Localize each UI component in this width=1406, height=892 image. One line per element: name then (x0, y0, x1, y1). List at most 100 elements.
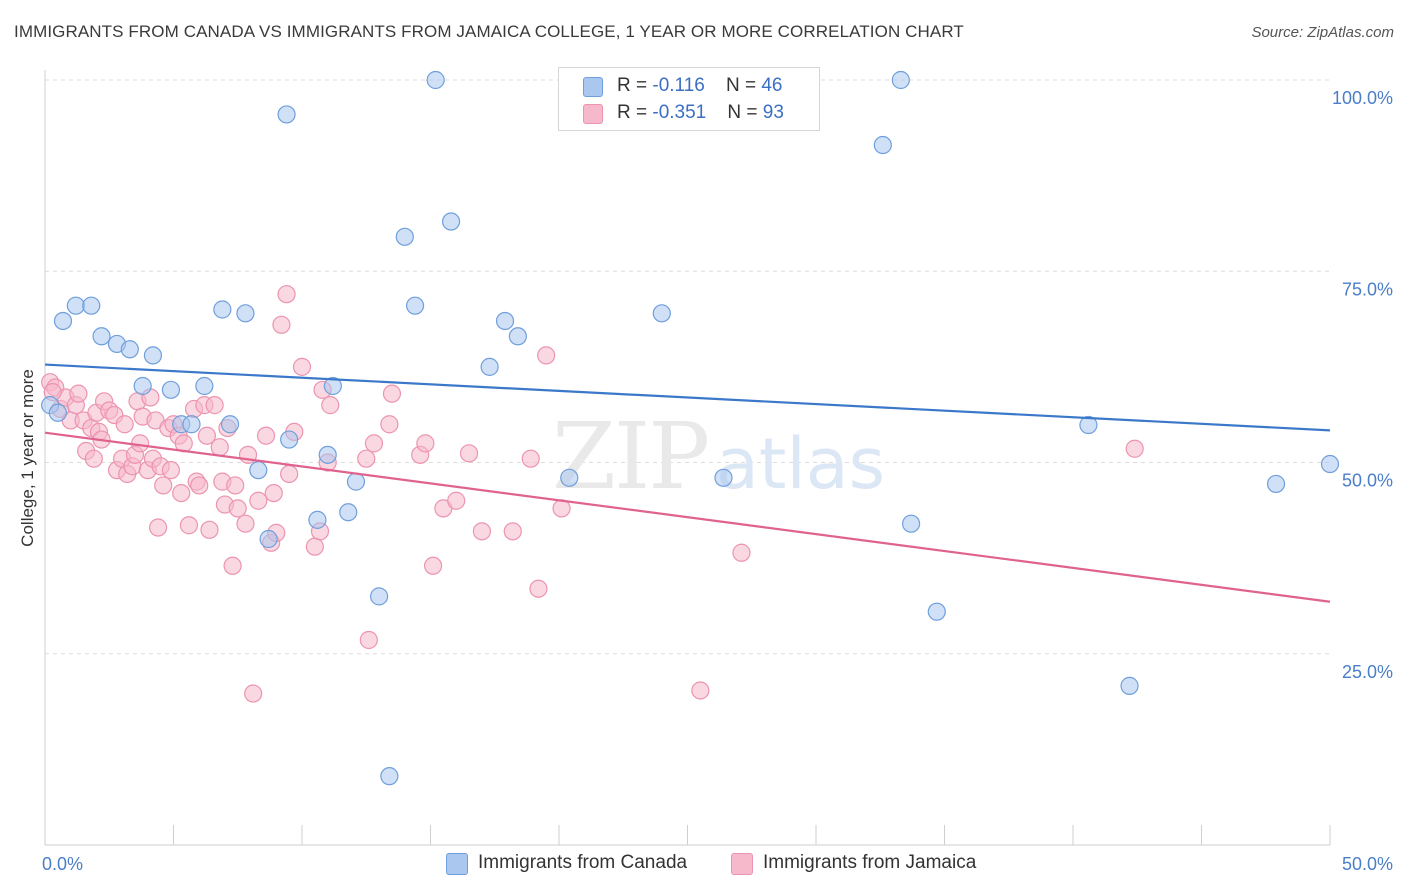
legend-r-value: -0.116 (652, 75, 705, 96)
x-tick-label: 0.0% (42, 854, 83, 874)
jamaica-point (472, 522, 491, 541)
canada-points (41, 70, 1340, 786)
canada-point (480, 357, 499, 376)
canada-point (901, 514, 921, 533)
jamaica-points (41, 285, 1144, 703)
canada-point (405, 296, 425, 315)
canada-point (161, 380, 181, 399)
legend-n-value: 93 (762, 102, 784, 123)
canada-point (652, 304, 671, 323)
x-tick-label: 50.0% (1342, 854, 1393, 874)
canada-point (318, 445, 337, 464)
legend-n-label: N = (725, 75, 762, 96)
jamaica-point (236, 514, 255, 533)
canada-point (259, 529, 278, 549)
canada-point (143, 346, 163, 365)
canada-point (346, 472, 366, 491)
y-tick-labels: 25.0% 50.0% 75.0% 100.0% (1332, 88, 1393, 682)
x-tick-labels: 0.0% 50.0% (42, 854, 1393, 874)
jamaica-point (226, 476, 245, 495)
jamaica-point (459, 444, 479, 463)
jamaica-point (228, 499, 247, 518)
y-tick-label: 25.0% (1342, 662, 1393, 682)
canada-point (1266, 474, 1286, 494)
canada-trend-line (44, 363, 1331, 432)
jamaica-point (447, 491, 466, 510)
jamaica-point (380, 415, 399, 434)
legend-r-label: R = (617, 75, 653, 96)
jamaica-point (244, 684, 263, 703)
jamaica-point (280, 464, 299, 484)
y-tick-label: 50.0% (1342, 471, 1393, 491)
canada-point (714, 468, 733, 487)
canada-point (395, 227, 414, 246)
canada-point (370, 587, 389, 606)
jamaica-point (190, 476, 209, 495)
jamaica-point (115, 415, 134, 434)
jamaica-point (210, 438, 229, 457)
jamaica-point (154, 476, 173, 495)
jamaica-point (357, 449, 376, 468)
canada-point (236, 304, 255, 323)
canada-point (82, 296, 101, 315)
trend-lines (44, 363, 1331, 603)
legend-r-label: R = (617, 102, 653, 123)
jamaica-point (256, 426, 276, 445)
canada-point (495, 311, 515, 331)
jamaica-point (359, 630, 378, 650)
jamaica-point (503, 522, 522, 541)
jamaica-point (1125, 439, 1144, 458)
chart-title: IMMIGRANTS FROM CANADA VS IMMIGRANTS FRO… (14, 22, 964, 41)
canada-point (120, 340, 139, 359)
y-axis-label: College, 1 year or more (18, 369, 37, 547)
jamaica-point (69, 384, 88, 403)
jamaica-point (529, 579, 548, 598)
legend-swatch-jamaica (583, 104, 603, 124)
bottom-legend-swatch-jamaica (731, 853, 753, 875)
canada-point (441, 212, 461, 231)
bottom-legend-swatch-canada (446, 853, 468, 875)
canada-point (339, 503, 358, 522)
jamaica-point (382, 384, 402, 403)
legend-swatch-canada (583, 77, 603, 97)
canada-point (133, 376, 152, 396)
legend-n-label: N = (727, 102, 763, 123)
jamaica-point (205, 396, 224, 415)
watermark-atlas: atlas (716, 423, 885, 505)
canada-point (873, 135, 892, 155)
jamaica-point (305, 537, 324, 556)
canada-point (308, 510, 327, 529)
y-tick-label: 100.0% (1332, 88, 1393, 108)
jamaica-point (423, 556, 443, 575)
jamaica-point (197, 426, 217, 445)
canada-point (560, 468, 579, 487)
jamaica-trend-line (44, 431, 1331, 603)
jamaica-point (200, 520, 219, 539)
canada-point (280, 430, 299, 449)
canada-point (48, 403, 67, 422)
canada-point (426, 70, 445, 90)
canada-point (182, 415, 201, 434)
jamaica-point (223, 556, 242, 575)
canada-point (195, 376, 214, 396)
canada-point (1120, 676, 1139, 695)
canada-point (508, 327, 527, 346)
bottom-legend-label-jamaica: Immigrants from Jamaica (763, 852, 977, 873)
canada-point (891, 70, 910, 90)
canada-point (92, 327, 111, 346)
canada-point (213, 300, 232, 319)
legend-n-value: 46 (761, 75, 783, 96)
canada-point (249, 461, 268, 480)
jamaica-point (161, 461, 181, 480)
bottom-legend-label-canada: Immigrants from Canada (478, 852, 688, 873)
canada-point (380, 767, 399, 786)
jamaica-point (277, 285, 296, 304)
jamaica-point (84, 449, 103, 468)
canada-point (1079, 415, 1098, 435)
canada-point (66, 296, 85, 315)
legend-r-value: -0.351 (652, 102, 707, 123)
jamaica-point (179, 516, 199, 535)
legend: R = -0.116 N = 46 R = -0.351 N = 93 (558, 67, 820, 131)
jamaica-point (364, 434, 384, 453)
